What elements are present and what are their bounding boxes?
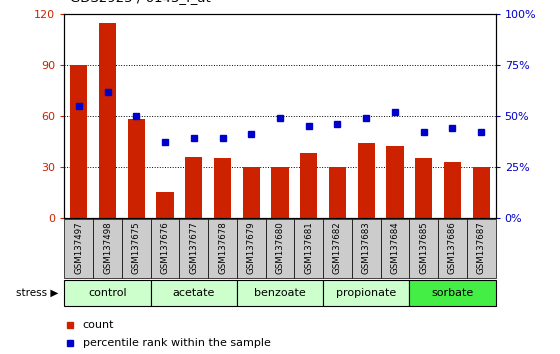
Text: GSM137678: GSM137678	[218, 221, 227, 274]
Bar	[64, 280, 151, 306]
Text: benzoate: benzoate	[254, 288, 306, 298]
Bar	[208, 219, 237, 278]
Bar	[329, 167, 346, 218]
Text: GSM137687: GSM137687	[477, 221, 486, 274]
Bar	[409, 219, 438, 278]
Bar	[64, 219, 93, 278]
Bar	[444, 162, 461, 218]
Bar	[295, 219, 323, 278]
Text: GSM137683: GSM137683	[362, 221, 371, 274]
Text: GSM137497: GSM137497	[74, 221, 83, 274]
Bar	[179, 219, 208, 278]
Text: GSM137685: GSM137685	[419, 221, 428, 274]
Text: GSM137498: GSM137498	[103, 221, 112, 274]
Bar	[409, 280, 496, 306]
Bar	[237, 219, 265, 278]
Text: GSM137681: GSM137681	[304, 221, 313, 274]
Bar	[323, 219, 352, 278]
Bar	[352, 219, 381, 278]
Bar	[70, 65, 87, 218]
Bar	[381, 219, 409, 278]
Text: GSM137675: GSM137675	[132, 221, 141, 274]
Bar	[99, 23, 116, 218]
Bar	[323, 280, 409, 306]
Bar	[128, 119, 145, 218]
Text: percentile rank within the sample: percentile rank within the sample	[82, 338, 270, 348]
Bar	[272, 167, 288, 218]
Bar	[438, 219, 467, 278]
Bar	[473, 167, 490, 218]
Text: GSM137676: GSM137676	[161, 221, 170, 274]
Bar	[415, 158, 432, 218]
Bar	[93, 219, 122, 278]
Bar	[151, 219, 179, 278]
Text: stress ▶: stress ▶	[16, 288, 59, 298]
Bar	[386, 147, 404, 218]
Bar	[151, 280, 237, 306]
Bar	[237, 280, 323, 306]
Bar	[185, 156, 202, 218]
Text: count: count	[82, 320, 114, 330]
Bar	[265, 219, 295, 278]
Text: propionate: propionate	[336, 288, 396, 298]
Bar	[122, 219, 151, 278]
Bar	[467, 219, 496, 278]
Text: acetate: acetate	[172, 288, 215, 298]
Bar	[242, 167, 260, 218]
Text: GSM137679: GSM137679	[247, 221, 256, 274]
Text: GSM137684: GSM137684	[390, 221, 399, 274]
Text: sorbate: sorbate	[431, 288, 474, 298]
Bar	[358, 143, 375, 218]
Text: GDS2925 / 6143_f_at: GDS2925 / 6143_f_at	[70, 0, 211, 4]
Text: control: control	[88, 288, 127, 298]
Bar	[300, 153, 318, 218]
Text: GSM137682: GSM137682	[333, 221, 342, 274]
Text: GSM137680: GSM137680	[276, 221, 284, 274]
Bar	[214, 158, 231, 218]
Bar	[156, 192, 174, 218]
Text: GSM137686: GSM137686	[448, 221, 457, 274]
Text: GSM137677: GSM137677	[189, 221, 198, 274]
